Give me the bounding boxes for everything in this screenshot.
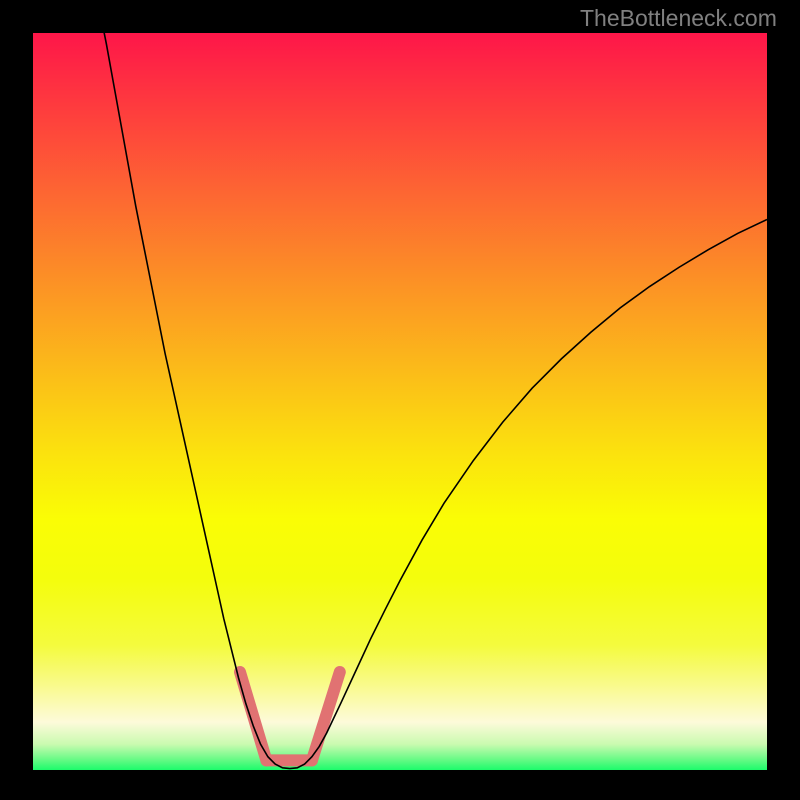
watermark-text: TheBottleneck.com bbox=[580, 5, 777, 32]
plot-svg bbox=[33, 33, 767, 770]
gradient-background bbox=[33, 33, 767, 770]
plot-area bbox=[33, 33, 767, 770]
